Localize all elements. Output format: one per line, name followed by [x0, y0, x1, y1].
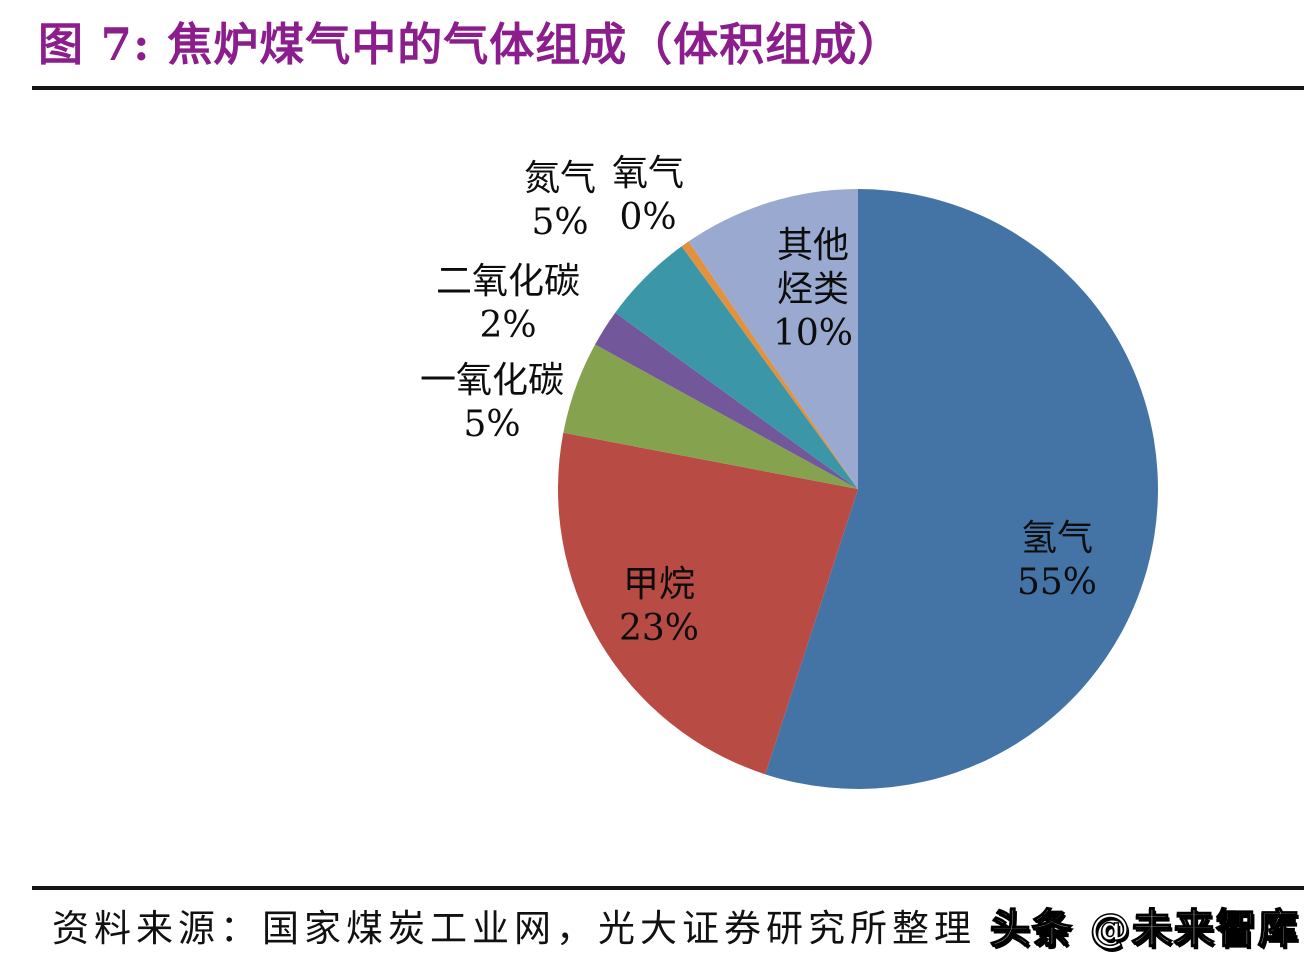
pie-label-hydrogen-pct: 55% [1016, 562, 1097, 603]
footer-divider [32, 886, 1304, 890]
pie-label-carbon-dioxide-name: 二氧化碳 [435, 261, 580, 302]
pie-label-oxygen: 氧气 0% [558, 152, 738, 240]
pie-label-other-hydrocarbons-name: 其他烃类 [776, 225, 849, 310]
source-note: 资料来源：国家煤炭工业网，光大证券研究所整理 [52, 907, 976, 950]
pie-label-carbon-dioxide: 二氧化碳 2% [398, 260, 618, 348]
pie-slice-carbon-monoxide [563, 344, 858, 489]
pie-slice-hydrogen [765, 189, 1158, 789]
pie-label-other-hydrocarbons-pct: 10% [772, 313, 853, 354]
pie-label-carbon-dioxide-pct: 2% [479, 305, 537, 346]
pie-label-oxygen-pct: 0% [619, 197, 677, 238]
pie-label-nitrogen-name: 氮气 [523, 158, 596, 199]
pie-slice-oxygen [681, 241, 858, 489]
pie-chart [557, 189, 1158, 789]
pie-label-carbon-monoxide-pct: 5% [463, 404, 521, 445]
pie-label-oxygen-name: 氧气 [611, 153, 684, 194]
pie-label-carbon-monoxide-name: 一氧化碳 [419, 360, 564, 401]
pie-label-methane-name: 甲烷 [622, 564, 695, 605]
pie-slice-other-hydrocarbons [688, 189, 858, 489]
watermark: 头条 @未来智库 [989, 905, 1300, 953]
pie-label-nitrogen-pct: 5% [531, 202, 589, 243]
pie-label-nitrogen: 氮气 5% [470, 157, 650, 245]
title-divider [32, 86, 1304, 90]
page-title: 图 7: 焦炉煤气中的气体组成（体积组成） [38, 18, 904, 71]
pie-label-methane: 甲烷 23% [559, 563, 759, 651]
pie-label-hydrogen-name: 氢气 [1020, 518, 1093, 559]
pie-label-carbon-monoxide: 一氧化碳 5% [382, 359, 602, 447]
pie-slice-methane [557, 432, 858, 775]
pie-slice-nitrogen [615, 246, 858, 489]
pie-label-hydrogen: 氢气 55% [957, 517, 1157, 605]
pie-label-methane-pct: 23% [618, 608, 699, 649]
pie-slice-carbon-dioxide [595, 312, 858, 489]
pie-label-other-hydrocarbons: 其他烃类 10% [772, 224, 854, 356]
